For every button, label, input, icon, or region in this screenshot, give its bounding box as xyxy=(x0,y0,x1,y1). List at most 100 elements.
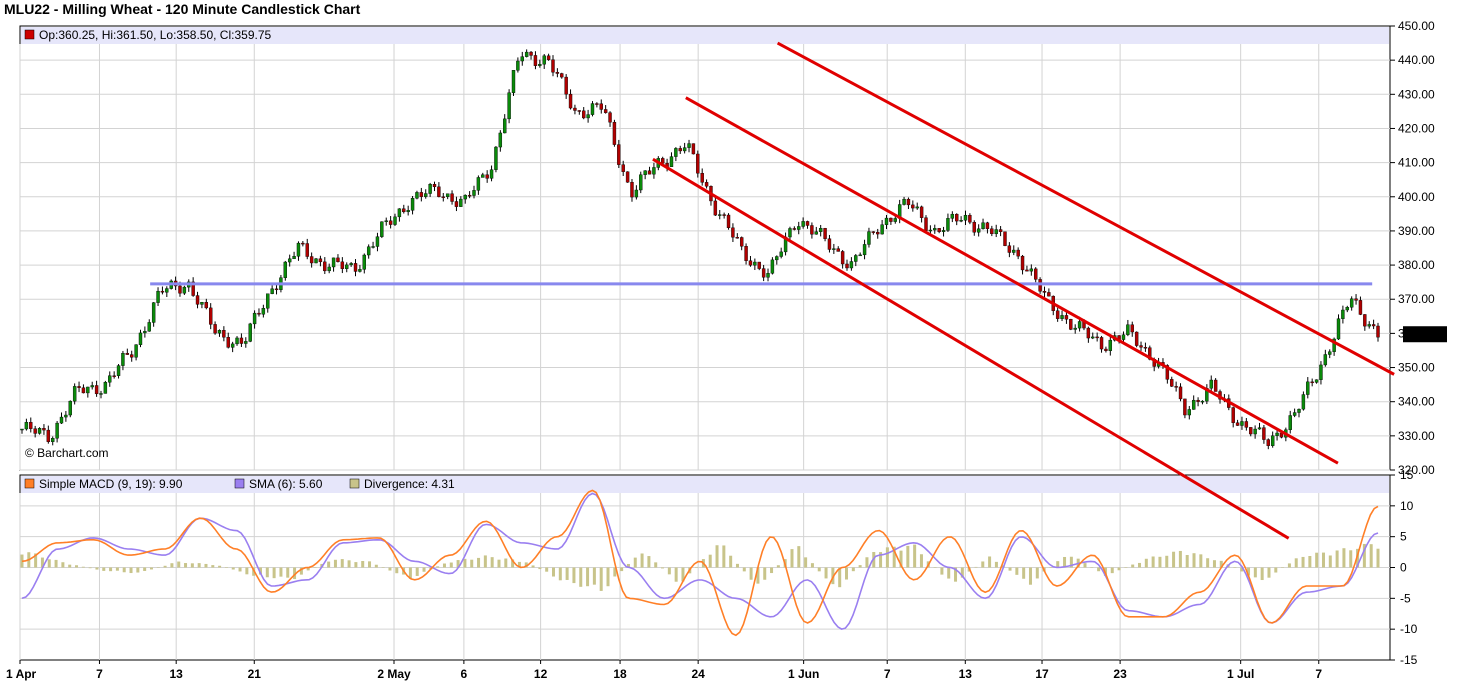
candle-body xyxy=(884,217,889,225)
divergence-bar xyxy=(1267,567,1271,578)
candle-body xyxy=(327,266,331,272)
divergence-bar xyxy=(163,565,167,568)
candle-body xyxy=(72,386,77,402)
candle-body xyxy=(823,228,827,239)
divergence-bar xyxy=(633,557,637,568)
candle-body xyxy=(235,337,239,345)
candle-body xyxy=(1363,314,1367,327)
divergence-bar xyxy=(538,567,542,570)
candle-body xyxy=(309,256,314,264)
divergence-bar xyxy=(892,546,896,568)
divergence-bar xyxy=(981,561,985,568)
divergence-bar xyxy=(640,553,644,568)
divergence-bar xyxy=(586,567,590,587)
macd-legend-text: Divergence: 4.31 xyxy=(364,477,455,491)
candle-body xyxy=(1314,379,1319,383)
candle-body xyxy=(134,344,138,358)
y-tick-label-main: 370.00 xyxy=(1398,292,1435,306)
candle-body xyxy=(323,261,327,272)
candle-body xyxy=(1165,365,1170,380)
divergence-bar xyxy=(463,558,467,568)
divergence-bar xyxy=(1342,548,1346,568)
candle-body xyxy=(862,244,867,256)
candle-body xyxy=(876,231,880,235)
candle-body xyxy=(568,93,573,109)
divergence-bar xyxy=(845,567,849,580)
candle-body xyxy=(1073,327,1077,330)
divergence-bar xyxy=(129,567,133,574)
candle-body xyxy=(1231,407,1235,423)
candle-body xyxy=(151,302,156,323)
candle-body xyxy=(836,248,840,252)
divergence-bar xyxy=(1158,556,1162,568)
candle-body xyxy=(1328,351,1332,355)
divergence-bar xyxy=(177,561,181,568)
x-tick-label: 13 xyxy=(170,667,184,681)
candle-body xyxy=(1099,337,1104,350)
y-tick-label-macd: 0 xyxy=(1400,561,1407,575)
candle-body xyxy=(533,55,538,66)
candle-body xyxy=(928,229,933,232)
divergence-bar xyxy=(279,567,283,577)
divergence-bar xyxy=(729,555,733,568)
candle-body xyxy=(213,324,217,334)
x-tick-label: 17 xyxy=(1035,667,1049,681)
candle-body xyxy=(766,273,770,278)
divergence-bar xyxy=(933,567,937,568)
divergence-bar xyxy=(1008,567,1012,571)
divergence-bar xyxy=(470,559,474,568)
candle-body xyxy=(406,210,410,213)
candle-body xyxy=(542,55,546,65)
divergence-bar xyxy=(1049,567,1053,568)
candle-body xyxy=(441,196,445,198)
candle-body xyxy=(748,260,753,266)
candle-body xyxy=(718,214,722,216)
y-tick-label-main: 390.00 xyxy=(1398,224,1435,238)
candle-body xyxy=(481,174,485,178)
divergence-bar xyxy=(824,567,828,579)
candle-body xyxy=(147,322,151,332)
candle-body xyxy=(1077,321,1082,329)
candle-body xyxy=(274,288,279,291)
candle-body xyxy=(459,198,463,207)
candle-body xyxy=(112,375,116,377)
candle-body xyxy=(20,428,24,431)
divergence-bar xyxy=(674,567,678,582)
candle-body xyxy=(283,261,288,278)
divergence-bar xyxy=(1028,567,1032,585)
divergence-bar xyxy=(592,567,596,585)
candle-body xyxy=(77,386,81,388)
y-tick-label-main: 320.00 xyxy=(1398,463,1435,477)
trend-channel-line xyxy=(652,157,1290,540)
divergence-bar xyxy=(810,563,814,568)
candle-body xyxy=(674,148,678,157)
candle-body xyxy=(345,264,349,269)
divergence-bar xyxy=(490,557,494,568)
ohlc-legend-text: Op:360.25, Hi:361.50, Lo:358.50, Cl:359.… xyxy=(39,28,271,42)
divergence-bar xyxy=(1063,556,1067,568)
candle-body xyxy=(99,393,103,395)
candle-body xyxy=(349,263,353,266)
candle-body xyxy=(257,312,261,315)
candle-body xyxy=(33,428,37,434)
candle-body xyxy=(1292,412,1297,416)
divergence-bar xyxy=(797,546,801,568)
divergence-bar xyxy=(838,567,842,588)
candle-body xyxy=(24,422,29,430)
x-tick-label: 13 xyxy=(959,667,973,681)
divergence-bar xyxy=(749,567,753,580)
candle-body xyxy=(1016,249,1020,257)
divergence-bar xyxy=(1274,567,1278,573)
divergence-bar xyxy=(504,558,508,568)
divergence-bar xyxy=(211,565,215,568)
candle-body xyxy=(1178,386,1183,400)
candle-body xyxy=(647,170,652,175)
candle-body xyxy=(946,218,950,231)
candle-body xyxy=(503,118,507,134)
candle-body xyxy=(687,143,691,148)
candle-body xyxy=(788,228,792,238)
candle-body xyxy=(318,258,323,263)
candle-body xyxy=(1266,439,1270,446)
divergence-bar xyxy=(1219,560,1223,568)
macd-line xyxy=(21,489,1379,637)
